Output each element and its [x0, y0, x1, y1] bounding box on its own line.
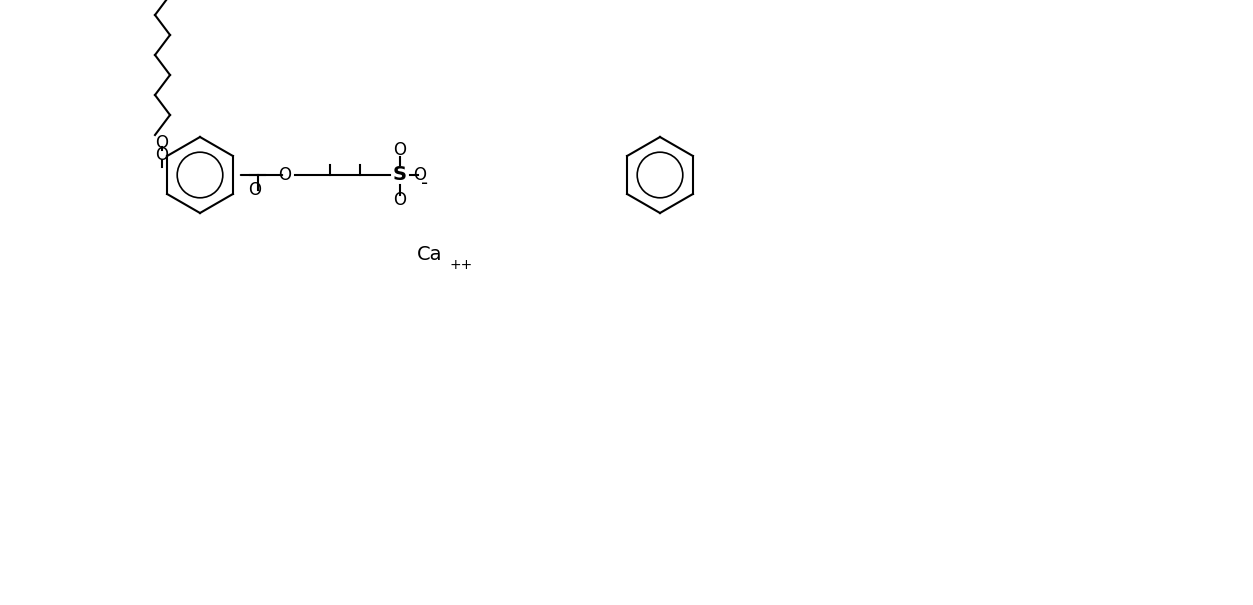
Text: O: O — [155, 146, 168, 164]
Text: O: O — [393, 141, 406, 159]
Text: ++: ++ — [450, 258, 474, 272]
Text: -: - — [421, 174, 429, 192]
Text: O: O — [413, 166, 426, 184]
Text: O: O — [155, 134, 168, 152]
Text: S: S — [393, 166, 407, 185]
Text: O: O — [393, 191, 406, 209]
Text: O: O — [248, 181, 262, 199]
Text: Ca: Ca — [417, 246, 442, 264]
Text: O: O — [278, 166, 292, 184]
